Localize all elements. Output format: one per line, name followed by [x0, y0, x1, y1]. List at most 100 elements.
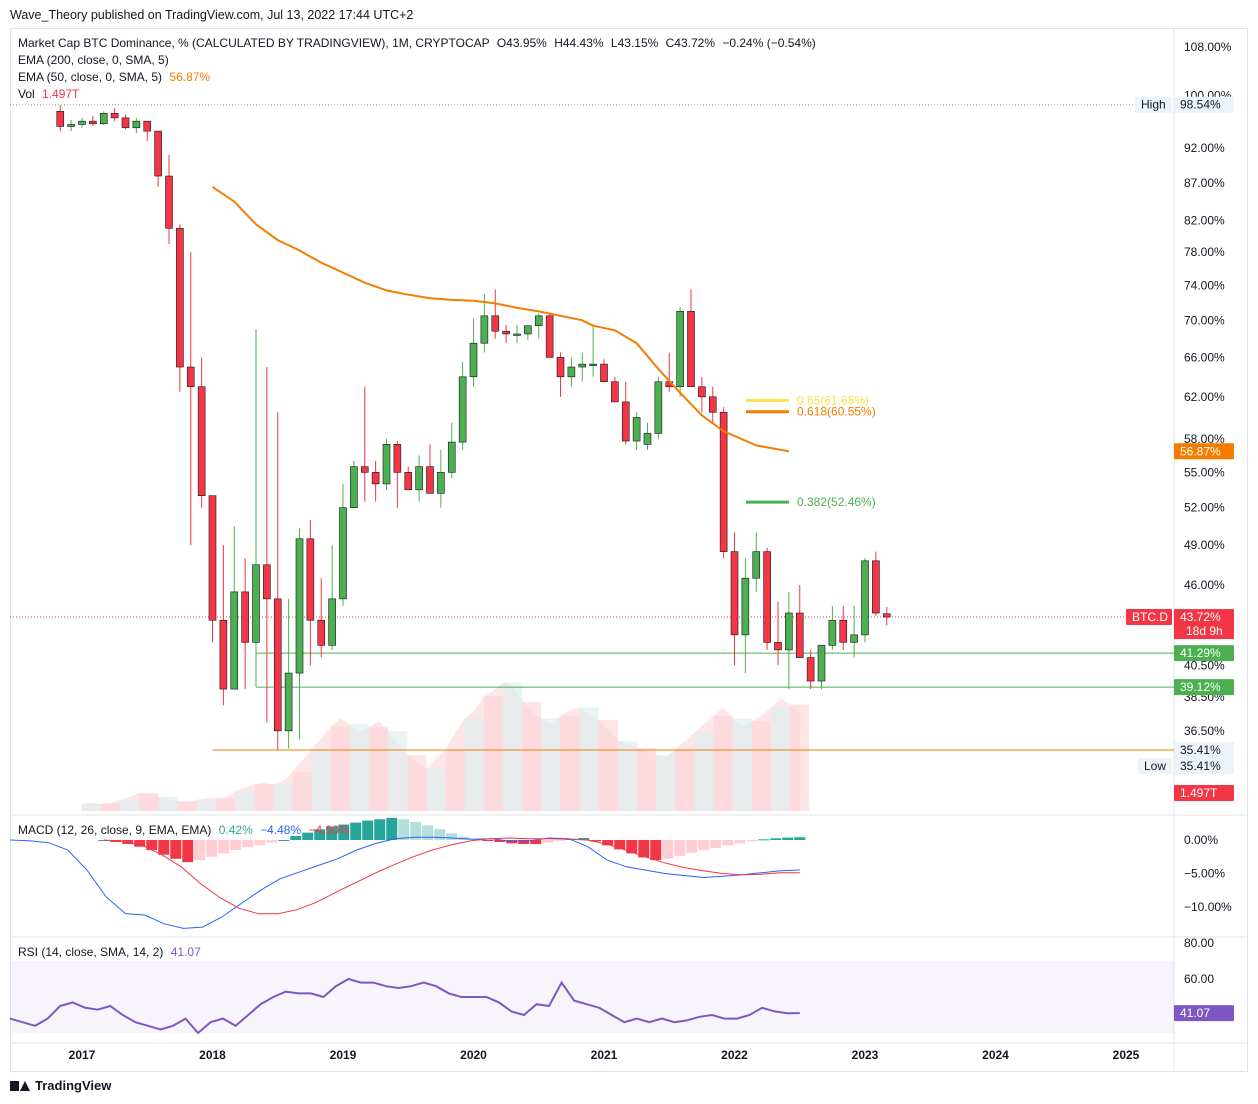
candle-body: [741, 577, 750, 636]
macd-histogram-bar: [758, 839, 770, 841]
ohlc-high: H44.43%: [554, 36, 604, 50]
candle-body: [132, 120, 141, 129]
macd-hist-value: 0.42%: [218, 823, 253, 837]
macd-histogram-bar: [410, 821, 422, 840]
candle-body: [828, 619, 837, 646]
volume-price-tag-bg: [1174, 785, 1234, 801]
support1-price-tag: 41.29%: [1180, 646, 1221, 660]
candle-body: [437, 472, 445, 494]
candle-body: [643, 433, 652, 445]
main-legend[interactable]: Market Cap BTC Dominance, % (CALCULATED …: [18, 36, 816, 50]
candle-body: [393, 444, 402, 473]
candle-body: [589, 363, 597, 366]
candle-body: [121, 117, 130, 129]
volume-legend[interactable]: Vol 1.497T: [18, 87, 79, 101]
candle-body: [252, 564, 260, 643]
volume-bar: [311, 749, 331, 811]
candle-body: [491, 315, 500, 332]
candle-body: [795, 612, 804, 658]
candle-body: [241, 591, 249, 643]
volume-bar: [751, 721, 771, 811]
candle-body: [317, 619, 326, 646]
macd-histogram-bar: [254, 840, 266, 846]
macd-histogram-bar: [602, 840, 614, 846]
macd-histogram-bar: [590, 840, 602, 842]
macd-histogram-bar: [434, 829, 446, 840]
price-axis-label: 92.00%: [1184, 141, 1225, 155]
volume-label: Vol: [18, 87, 35, 101]
ohlc-change: −0.24% (−0.54%): [722, 36, 816, 50]
candle-body: [719, 411, 728, 552]
macd-histogram-bar: [266, 840, 278, 843]
macd-histogram-bar: [98, 840, 110, 841]
ema200-legend[interactable]: EMA (200, close, 0, SMA, 5): [18, 53, 169, 67]
macd-legend[interactable]: MACD (12, 26, close, 9, EMA, EMA) 0.42% …: [18, 823, 350, 837]
candle-body: [154, 130, 162, 177]
macd-histogram-bar: [578, 837, 590, 840]
ticker-tag: BTC.D: [1132, 610, 1168, 624]
candle-body: [404, 472, 413, 491]
macd-histogram-bar: [218, 840, 230, 854]
low-label-tag-bg: [1138, 757, 1172, 774]
time-axis-label: 2019: [330, 1048, 357, 1062]
macd-histogram-bar: [482, 840, 494, 841]
macd-histogram-bar: [746, 840, 758, 842]
candle-body: [382, 444, 391, 485]
volume-price-tag: 1.497T: [1180, 786, 1218, 800]
candle-body: [806, 657, 815, 682]
price-axis-label: 46.00%: [1184, 578, 1225, 592]
candle-body: [632, 417, 641, 442]
time-axis-label: 2023: [852, 1048, 879, 1062]
time-axis-label: 2022: [721, 1048, 748, 1062]
candle-body: [143, 120, 152, 132]
ema50-value: 56.87%: [169, 70, 211, 84]
volume-bar: [790, 704, 810, 811]
low-label-tag: Low: [1144, 759, 1166, 773]
tradingview-brand: TradingView: [35, 1078, 112, 1093]
volume-bar: [713, 715, 733, 811]
low-value-tag: 35.41%: [1180, 759, 1221, 773]
macd-histogram-bar: [230, 840, 242, 851]
candle-body: [99, 113, 108, 125]
volume-bar: [273, 784, 293, 811]
candle-body: [611, 381, 619, 403]
volume-bar: [235, 791, 255, 811]
volume-bar: [292, 771, 312, 811]
candle-body: [513, 333, 521, 336]
candle-body: [165, 175, 173, 229]
ema50-legend[interactable]: EMA (50, close, 0, SMA, 5) 56.87%: [18, 70, 210, 84]
macd-histogram-bar: [206, 840, 218, 857]
candle-body: [861, 560, 869, 636]
ohlc-open: O43.95%: [496, 36, 547, 50]
low-value-tag-bg: [1174, 757, 1234, 774]
macd-histogram-bar: [662, 840, 674, 859]
macd-histogram-bar: [362, 820, 374, 840]
volume-bar: [483, 696, 503, 811]
candle-body: [850, 634, 858, 643]
volume-bar: [196, 799, 216, 811]
macd-histogram-bar: [242, 840, 254, 848]
macd-histogram-bar: [710, 840, 722, 849]
tradingview-logo[interactable]: TradingView: [10, 1078, 111, 1093]
volume-bar: [350, 724, 370, 811]
macd-signal-line: [103, 837, 800, 915]
volume-bar: [522, 701, 542, 811]
volume-bar: [158, 797, 178, 811]
price-axis-label: 52.00%: [1184, 501, 1225, 515]
candle-body: [872, 560, 880, 614]
volume-bar: [694, 732, 714, 811]
symbol-title: Market Cap BTC Dominance, % (CALCULATED …: [18, 36, 490, 50]
price-axis-label: 82.00%: [1184, 214, 1225, 228]
volume-bar: [388, 731, 408, 811]
rsi-legend[interactable]: RSI (14, close, SMA, 14, 2) 41.07: [18, 945, 201, 959]
macd-histogram-bar: [314, 829, 326, 840]
candle-body: [578, 363, 587, 368]
macd-histogram-bar: [650, 840, 662, 861]
candle-body: [730, 551, 739, 636]
candle-body: [339, 507, 347, 600]
macd-histogram-bar: [290, 835, 302, 840]
low-value-tag: 35.41%: [1180, 743, 1221, 757]
price-axis-label: 49.00%: [1184, 538, 1225, 552]
candle-body: [447, 441, 456, 473]
